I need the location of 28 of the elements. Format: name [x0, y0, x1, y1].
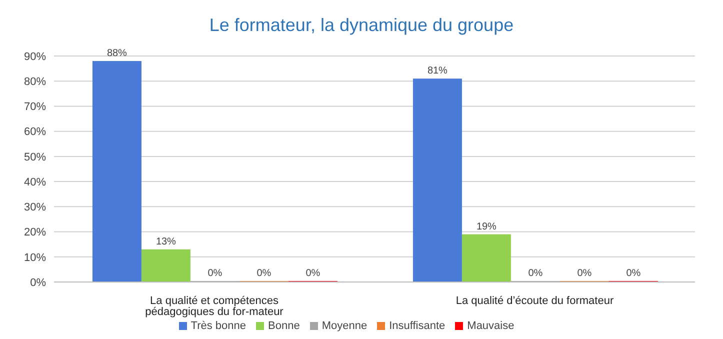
- data-label: 19%: [476, 221, 497, 232]
- y-tick-label: 20%: [24, 226, 46, 239]
- data-label: 88%: [106, 48, 128, 60]
- y-tick-label: 70%: [24, 101, 46, 114]
- data-label: 0%: [208, 268, 222, 279]
- legend-label: Très bonne: [190, 320, 246, 332]
- data-label: 13%: [156, 236, 176, 248]
- y-tick-label: 40%: [24, 176, 46, 188]
- x-tick-label: La qualité d’écoute du formateur: [456, 294, 614, 307]
- y-tick-label: 50%: [24, 151, 46, 164]
- legend-label: Insuffisante: [389, 320, 446, 332]
- y-tick-label: 10%: [24, 252, 46, 264]
- data-label: 0%: [528, 268, 543, 279]
- data-label: 81%: [427, 66, 448, 77]
- legend-label: Bonne: [268, 320, 300, 332]
- legend-label: Moyenne: [322, 320, 368, 332]
- y-tick-label: 90%: [24, 50, 46, 63]
- y-tick-label: 60%: [24, 126, 46, 138]
- data-label: 0%: [306, 268, 320, 279]
- data-label: 0%: [626, 268, 641, 279]
- x-tick-label: La qualité et compétences pédagogiques du for-mateur: [145, 294, 284, 318]
- legend-label: Mauvaise: [467, 320, 514, 332]
- data-label: 0%: [256, 268, 272, 279]
- y-tick-label: 0%: [30, 276, 46, 289]
- y-tick-label: 80%: [24, 76, 46, 88]
- data-label: 0%: [577, 268, 592, 279]
- chart-title: Le formateur, la dynamique du groupe: [208, 14, 515, 37]
- y-tick-label: 30%: [24, 202, 46, 214]
